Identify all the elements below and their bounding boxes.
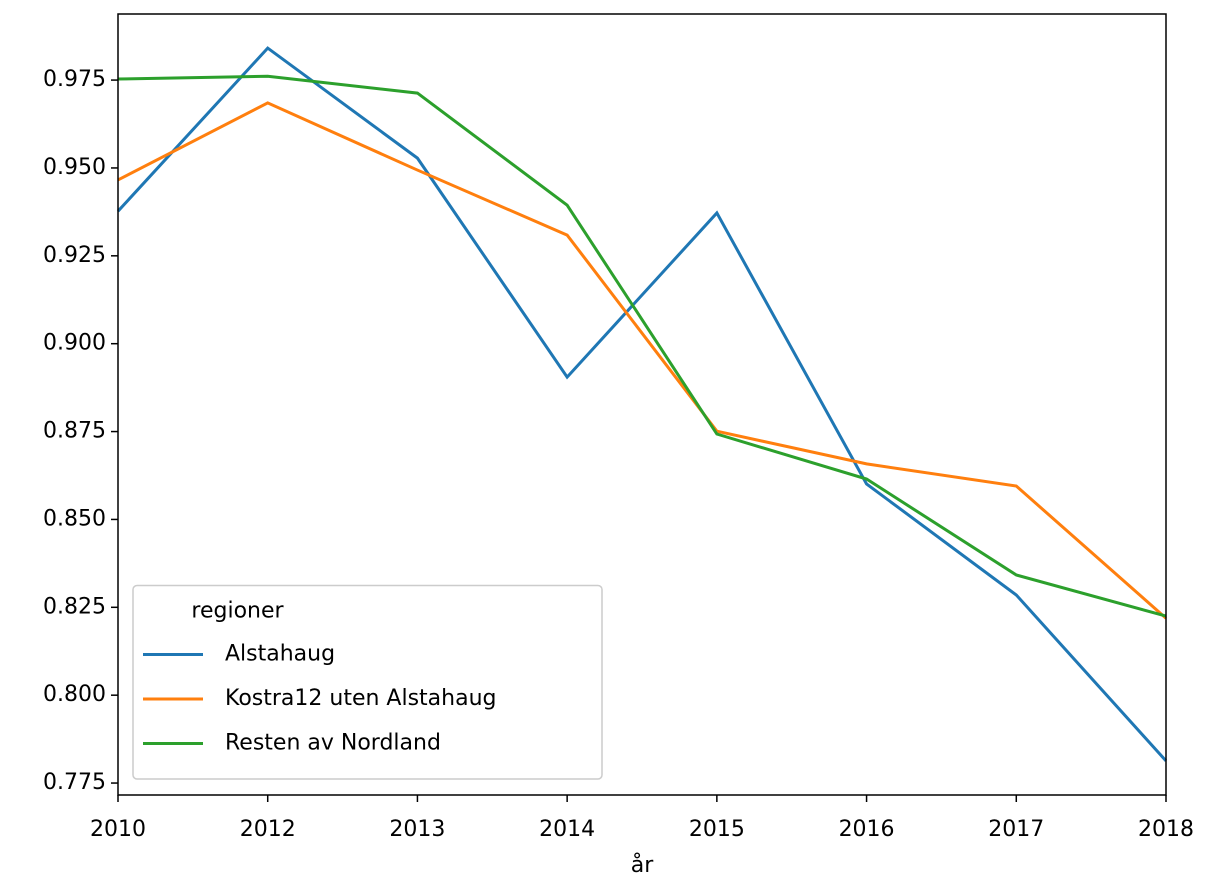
legend-label: Kostra12 uten Alstahaug xyxy=(225,686,497,711)
y-tick-label: 0.875 xyxy=(43,419,106,444)
series-line xyxy=(117,74,1167,618)
y-tick-label: 0.800 xyxy=(43,682,106,707)
legend-title: regioner xyxy=(191,599,284,624)
x-axis-label: år xyxy=(631,852,654,878)
y-tick-label: 0.900 xyxy=(43,331,106,356)
legend-label: Resten av Nordland xyxy=(225,731,441,756)
legend-box xyxy=(132,584,603,780)
series-line xyxy=(116,46,1168,762)
x-tick-label: 2013 xyxy=(389,817,445,842)
axes-frame xyxy=(117,13,1167,796)
x-tick-label: 2015 xyxy=(689,817,745,842)
y-tick-label: 0.850 xyxy=(43,506,106,531)
y-tick-label: 0.925 xyxy=(43,243,106,268)
x-tick-label: 2017 xyxy=(988,817,1044,842)
series-line xyxy=(117,101,1167,620)
y-tick-label: 0.975 xyxy=(43,67,106,92)
y-tick-label: 0.825 xyxy=(43,594,106,619)
x-tick-label: 2016 xyxy=(839,817,895,842)
x-tick-label: 2010 xyxy=(90,817,146,842)
y-tick-label: 0.775 xyxy=(43,770,106,795)
legend-label: Alstahaug xyxy=(225,642,335,667)
x-tick-label: 2014 xyxy=(539,817,595,842)
y-tick-label: 0.950 xyxy=(43,155,106,180)
x-tick-label: 2018 xyxy=(1138,817,1194,842)
x-tick-label: 2012 xyxy=(240,817,296,842)
